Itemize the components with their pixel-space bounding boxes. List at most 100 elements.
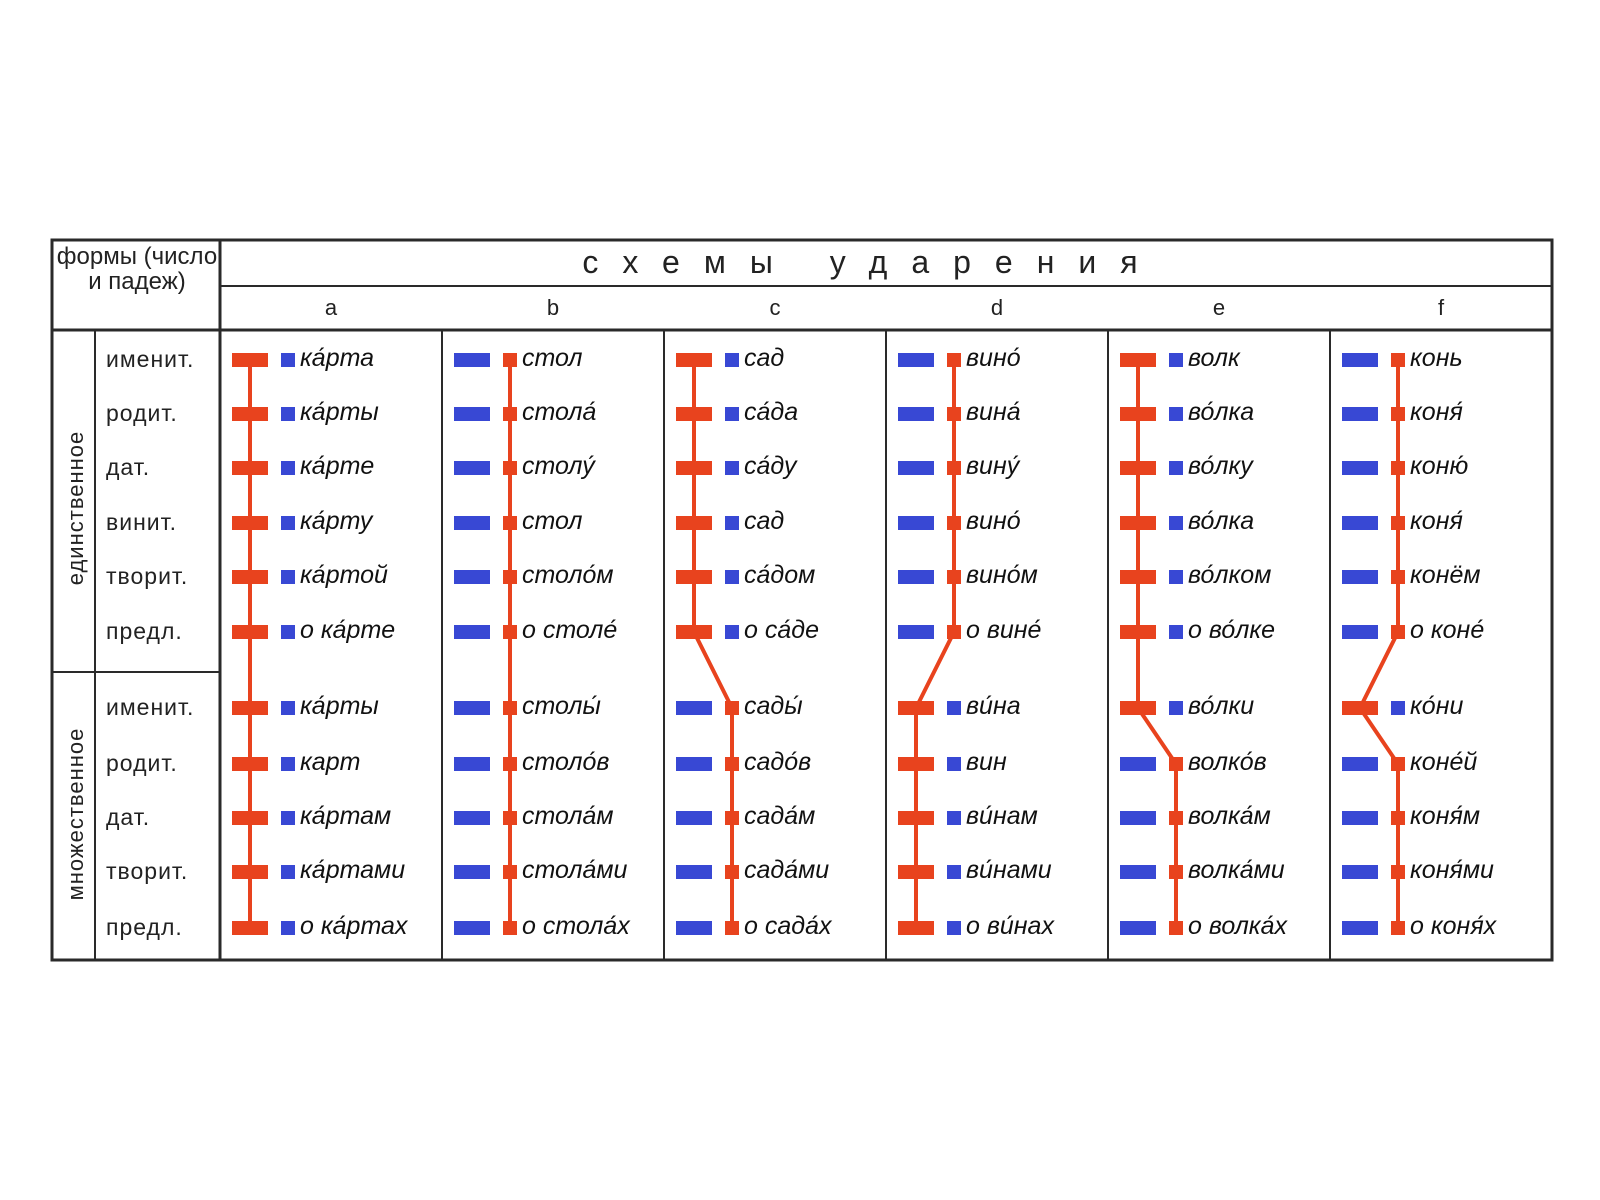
forms-header: формы (число и падеж) <box>56 243 218 295</box>
word-form: вина́ <box>966 398 1021 426</box>
case-label: винит. <box>106 509 177 535</box>
ending-marker <box>1391 407 1405 421</box>
stem-marker <box>1120 811 1156 825</box>
ending-marker <box>1391 701 1405 715</box>
word-form: о коне́ <box>1410 616 1485 644</box>
group-label-plural: множественное <box>63 727 88 901</box>
word-form: о сада́х <box>744 912 832 940</box>
word-form: са́да <box>744 398 799 426</box>
ending-marker <box>1169 921 1183 935</box>
stress-path-f <box>1358 360 1400 928</box>
word-form: столу́ <box>522 452 595 480</box>
ending-marker <box>947 516 961 530</box>
word-form: о во́лке <box>1188 616 1276 644</box>
stem-marker <box>454 516 490 530</box>
word-form: коню́ <box>1410 452 1469 480</box>
stem-marker <box>232 757 268 771</box>
word-form: вино́м <box>966 561 1038 589</box>
ending-marker <box>503 757 517 771</box>
word-form: ка́рте <box>300 452 375 480</box>
stem-marker <box>1342 353 1378 367</box>
scheme-letter-e: e <box>1212 295 1226 320</box>
ending-marker <box>281 757 295 771</box>
ending-marker <box>281 570 295 584</box>
stem-marker <box>232 921 268 935</box>
word-form: стола́ <box>522 398 597 426</box>
ending-marker <box>281 353 295 367</box>
stem-marker <box>676 625 712 639</box>
stem-marker <box>454 811 490 825</box>
ending-marker <box>725 865 739 879</box>
ending-marker <box>1169 811 1183 825</box>
stem-marker <box>676 701 712 715</box>
stem-marker <box>1342 757 1378 771</box>
schemes-title: схемы ударения <box>582 244 1162 280</box>
case-label: родит. <box>106 750 178 776</box>
stem-marker <box>1120 921 1156 935</box>
case-label: именит. <box>106 694 195 720</box>
word-form: ка́ртам <box>300 802 392 830</box>
case-label: предл. <box>106 914 183 940</box>
word-form: ка́рты <box>300 692 379 720</box>
stem-marker <box>1120 625 1156 639</box>
ending-marker <box>281 625 295 639</box>
word-form: сада́м <box>744 802 816 830</box>
ending-marker <box>947 921 961 935</box>
word-form: во́лка <box>1188 507 1255 535</box>
ending-marker <box>503 701 517 715</box>
word-form: са́ду <box>744 452 797 480</box>
ending-marker <box>1169 701 1183 715</box>
word-form: вино́ <box>966 344 1021 372</box>
ending-marker <box>725 701 739 715</box>
table-frame <box>50 238 1554 962</box>
word-form: ка́рты <box>300 398 379 426</box>
stem-marker <box>898 461 934 475</box>
word-form: стола́ми <box>522 856 628 884</box>
stem-marker <box>1342 865 1378 879</box>
ending-marker <box>947 625 961 639</box>
stem-marker <box>1120 570 1156 584</box>
ending-marker <box>1391 865 1405 879</box>
stem-marker <box>676 407 712 421</box>
word-form: о ка́рте <box>300 616 396 644</box>
case-label: именит. <box>106 346 195 372</box>
word-form: волко́в <box>1188 748 1267 776</box>
case-label: творит. <box>106 563 189 589</box>
stem-marker <box>1342 625 1378 639</box>
stem-marker <box>454 865 490 879</box>
ending-marker <box>281 516 295 530</box>
word-form: ка́ртами <box>300 856 406 884</box>
stem-marker <box>676 461 712 475</box>
stem-marker <box>1342 461 1378 475</box>
word-form: о са́де <box>744 616 819 644</box>
stem-marker <box>1342 701 1378 715</box>
word-form: волка́ми <box>1188 856 1285 884</box>
ending-marker <box>1169 757 1183 771</box>
stem-marker <box>898 757 934 771</box>
stem-marker <box>898 570 934 584</box>
stem-marker <box>898 407 934 421</box>
case-label: родит. <box>106 400 178 426</box>
stem-marker <box>898 625 934 639</box>
word-form: вину́ <box>966 452 1020 480</box>
word-form: столы́ <box>522 692 601 720</box>
ending-marker <box>1391 570 1405 584</box>
stem-marker <box>454 353 490 367</box>
stress-path-e <box>1136 360 1178 928</box>
stem-marker <box>898 865 934 879</box>
case-label: дат. <box>106 454 151 480</box>
ending-marker <box>281 865 295 879</box>
ending-marker <box>1391 461 1405 475</box>
stem-marker <box>232 353 268 367</box>
ending-marker <box>1169 516 1183 530</box>
word-form: волк <box>1188 344 1240 372</box>
stem-marker <box>454 461 490 475</box>
stem-marker <box>232 811 268 825</box>
ending-marker <box>725 570 739 584</box>
stem-marker <box>1120 353 1156 367</box>
ending-marker <box>503 921 517 935</box>
stem-marker <box>1342 516 1378 530</box>
stem-marker <box>898 701 934 715</box>
